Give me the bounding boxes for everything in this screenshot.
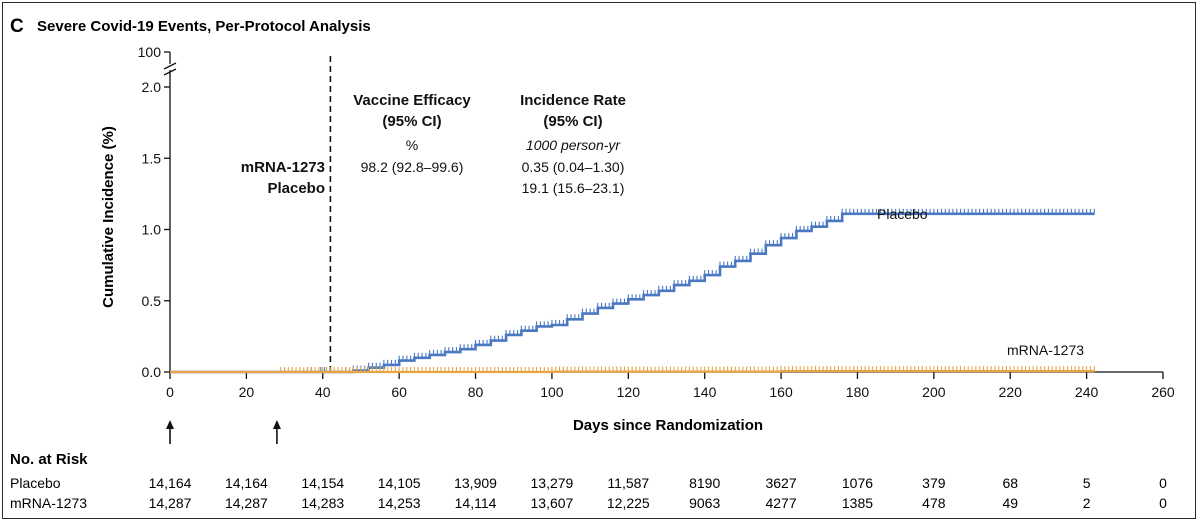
incidence-title-2: (95% CI) <box>543 113 602 130</box>
incidence-title-1: Incidence Rate <box>520 92 626 109</box>
risk-cell: 9063 <box>689 495 720 511</box>
risk-cell: 11,587 <box>607 475 649 491</box>
x-tick-label: 100 <box>540 384 564 400</box>
x-tick-label: 180 <box>846 384 870 400</box>
efficacy-value: 98.2 (92.8–99.6) <box>361 159 464 175</box>
incidence-placebo: 19.1 (15.6–23.1) <box>522 180 625 196</box>
chart-title: Severe Covid-19 Events, Per-Protocol Ana… <box>37 18 371 35</box>
risk-cell: 14,154 <box>301 475 344 491</box>
x-tick-label: 160 <box>769 384 793 400</box>
risk-cell: 1385 <box>842 495 873 511</box>
incidence-mrna: 0.35 (0.04–1.30) <box>522 159 625 175</box>
risk-table-title: No. at Risk <box>10 451 88 468</box>
x-tick-label: 220 <box>999 384 1023 400</box>
risk-cell: 13,279 <box>531 475 574 491</box>
risk-cell: 0 <box>1159 495 1167 511</box>
x-tick-label: 240 <box>1075 384 1099 400</box>
panel-letter: C <box>10 16 24 37</box>
legend-label-placebo: Placebo <box>267 180 325 197</box>
censor-marks-placebo <box>306 208 1095 373</box>
risk-cell: 12,225 <box>607 495 650 511</box>
dose-arrows <box>166 420 281 444</box>
efficacy-unit: % <box>406 137 418 153</box>
risk-cell: 8190 <box>689 475 720 491</box>
risk-cell: 0 <box>1159 475 1167 491</box>
y-tick-label: 0.5 <box>142 293 162 309</box>
efficacy-title-2: (95% CI) <box>382 113 441 130</box>
risk-cell: 14,287 <box>149 495 192 511</box>
risk-cell: 4277 <box>765 495 796 511</box>
risk-cell: 14,287 <box>225 495 268 511</box>
series-layer <box>170 208 1095 374</box>
y-axis-ticks: 0.0 0.5 1.0 1.5 2.0 100 <box>138 44 170 380</box>
y-tick-label-break: 100 <box>138 44 162 60</box>
legend-label-mrna: mRNA-1273 <box>241 159 325 176</box>
y-tick-label: 1.0 <box>142 222 162 238</box>
risk-cell: 14,283 <box>301 495 344 511</box>
risk-table: Placebo 14,164 14,164 14,154 14,105 13,909 13,… <box>10 475 1167 511</box>
x-tick-label: 80 <box>468 384 484 400</box>
risk-cell: 1076 <box>842 475 873 491</box>
y-tick-label: 1.5 <box>142 150 162 166</box>
x-tick-label: 140 <box>693 384 717 400</box>
y-tick-label: 0.0 <box>142 364 162 380</box>
kaplan-meier-chart: C Severe Covid-19 Events, Per-Protocol A… <box>10 16 1175 511</box>
x-tick-label: 60 <box>391 384 407 400</box>
y-tick-label: 2.0 <box>142 79 162 95</box>
dose-arrow-head <box>272 420 281 429</box>
x-tick-label: 200 <box>922 384 946 400</box>
x-axis-label: Days since Randomization <box>573 417 763 434</box>
axis-break-mark <box>163 62 177 70</box>
censor-marks-mrna <box>280 366 1095 373</box>
risk-row-label: mRNA-1273 <box>10 495 87 511</box>
risk-cell: 5 <box>1083 475 1091 491</box>
risk-cell: 379 <box>922 475 946 491</box>
x-axis-ticks: 0 20 40 60 80 100 120 140 160 180 200 220 240 260 <box>166 372 1175 400</box>
risk-cell: 49 <box>1002 495 1018 511</box>
risk-cell: 14,253 <box>378 495 421 511</box>
risk-cell: 14,164 <box>225 475 268 491</box>
x-tick-label: 120 <box>617 384 641 400</box>
axes <box>163 52 1163 373</box>
incidence-unit: 1000 person-yr <box>526 137 622 153</box>
risk-cell: 68 <box>1002 475 1018 491</box>
dose-arrow-head <box>166 420 174 429</box>
risk-cell: 3627 <box>765 475 796 491</box>
series-line-placebo <box>170 212 1095 374</box>
risk-cell: 14,105 <box>378 475 421 491</box>
axis-break-mark <box>163 68 177 76</box>
x-tick-label: 260 <box>1151 384 1175 400</box>
x-tick-label: 20 <box>239 384 255 400</box>
efficacy-title-1: Vaccine Efficacy <box>353 92 471 109</box>
risk-cell: 14,114 <box>455 495 497 511</box>
series-label-placebo: Placebo <box>877 206 928 222</box>
y-axis-label: Cumulative Incidence (%) <box>100 126 117 308</box>
risk-cell: 13,909 <box>454 475 497 491</box>
risk-cell: 2 <box>1083 495 1091 511</box>
risk-cell: 478 <box>922 495 946 511</box>
risk-row-label: Placebo <box>10 475 61 491</box>
series-label-mrna: mRNA-1273 <box>1007 342 1084 358</box>
x-tick-label: 0 <box>166 384 174 400</box>
risk-cell: 14,164 <box>149 475 192 491</box>
x-tick-label: 40 <box>315 384 331 400</box>
risk-cell: 13,607 <box>531 495 574 511</box>
